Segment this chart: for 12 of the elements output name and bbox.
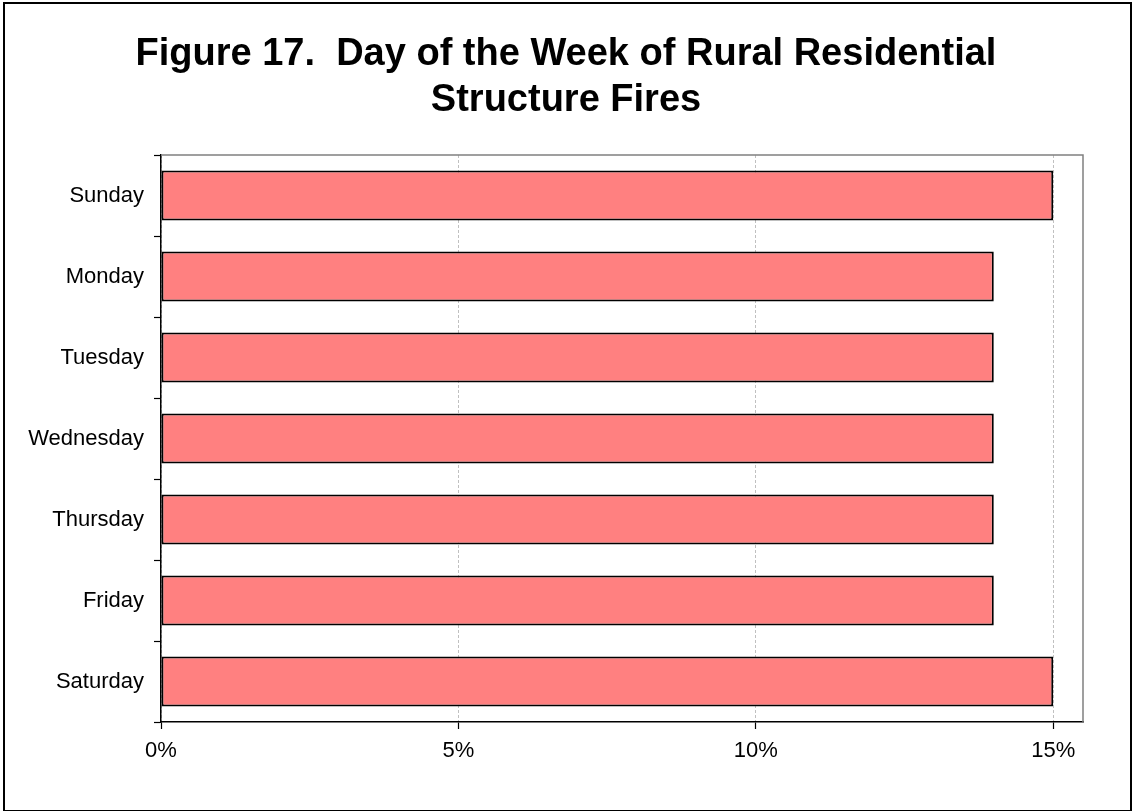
y-tick-label: Thursday [52, 505, 144, 531]
x-tick-label: 0% [145, 737, 177, 763]
y-tick-label: Sunday [69, 181, 144, 207]
y-tick-label: Monday [65, 262, 144, 288]
y-tick-label: Saturday [55, 667, 144, 693]
y-tick-label: Tuesday [60, 343, 144, 369]
x-tick-label: 10% [733, 737, 778, 763]
x-tick-label: 15% [1031, 737, 1076, 763]
chart-title: Figure 17. Day of the Week of Rural Residential Structure Fires [134, 30, 998, 121]
x-tick-label: 5% [442, 737, 475, 763]
y-tick-label: Wednesday [28, 424, 144, 450]
y-tick-label: Friday [82, 586, 144, 612]
